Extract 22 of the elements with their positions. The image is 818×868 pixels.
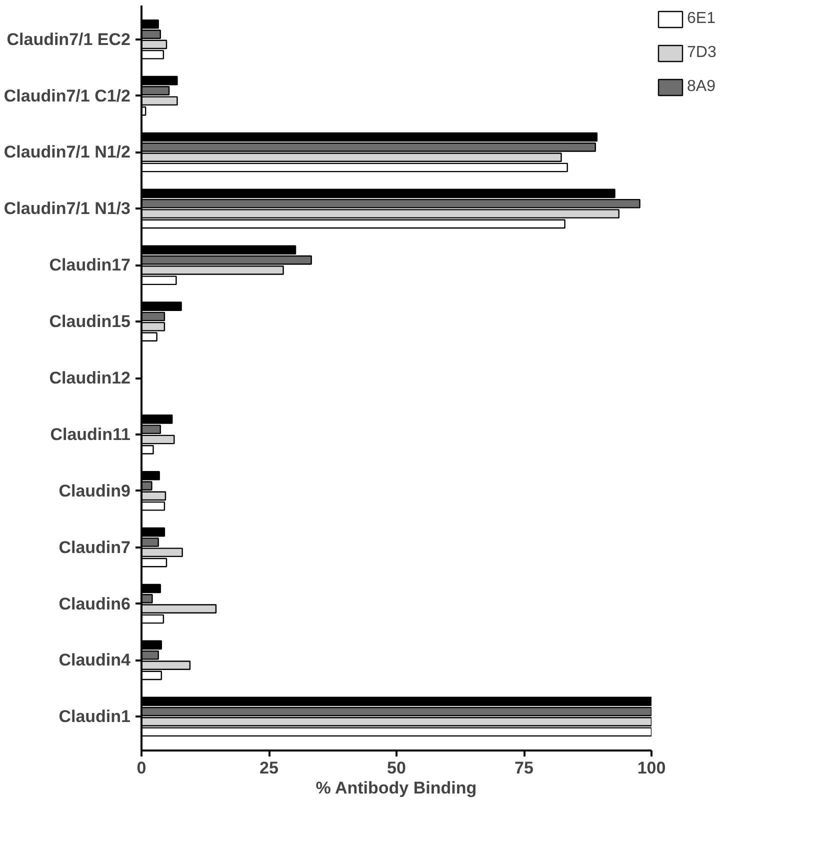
legend-label: 8A9 xyxy=(687,78,716,96)
y-tick-label: Claudin7/1 EC2 xyxy=(6,30,131,49)
x-tick-label: 50 xyxy=(387,758,406,778)
x-tick-label: 75 xyxy=(514,758,534,778)
y-tick-label: Claudin7/1 N1/2 xyxy=(4,142,131,162)
y-tick-label: Claudin7 xyxy=(58,538,131,557)
y-tick-label: Claudin9 xyxy=(58,481,131,500)
legend-label: 6E1 xyxy=(687,10,716,28)
x-tick-label: 25 xyxy=(260,758,278,778)
y-tick-label: Claudin15 xyxy=(49,312,131,332)
y-tick-label: Claudin17 xyxy=(49,256,131,275)
y-tick-label: Claudin1 xyxy=(58,707,131,726)
y-tick-label: Claudin7/1 C1/2 xyxy=(4,86,131,106)
y-tick-label: Claudin4 xyxy=(58,650,132,670)
x-tick-label: 0 xyxy=(136,758,146,778)
y-tick-label: Claudin7/1 N1/3 xyxy=(4,199,131,218)
y-tick-label: Claudin12 xyxy=(49,368,131,388)
x-tick-label: 100 xyxy=(637,758,666,778)
y-tick-label: Claudin6 xyxy=(58,594,131,614)
x-axis-title: % Antibody Binding xyxy=(316,778,477,798)
legend-label: 7D3 xyxy=(687,44,716,62)
y-tick-label: Claudin11 xyxy=(50,424,131,444)
